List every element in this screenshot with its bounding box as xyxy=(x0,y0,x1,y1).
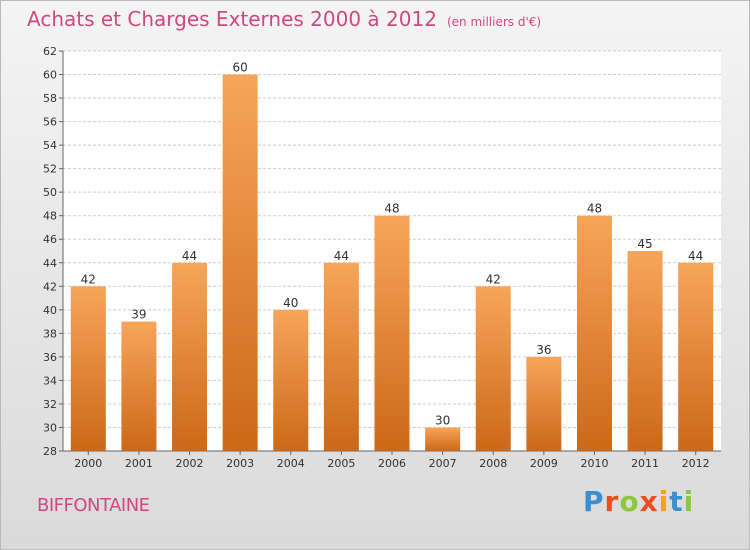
y-tick-label: 50 xyxy=(43,186,57,199)
bar-value-label: 42 xyxy=(81,272,96,286)
bar xyxy=(526,356,562,451)
logo-letter: i xyxy=(683,485,695,518)
bar xyxy=(323,262,359,451)
x-tick-label: 2002 xyxy=(176,457,204,470)
x-tick-label: 2012 xyxy=(682,457,710,470)
y-tick-label: 32 xyxy=(43,398,57,411)
y-tick-label: 40 xyxy=(43,304,57,317)
y-tick-label: 60 xyxy=(43,69,57,82)
x-tick-label: 2007 xyxy=(429,457,457,470)
y-tick-label: 52 xyxy=(43,163,57,176)
x-tick-label: 2008 xyxy=(479,457,507,470)
y-tick-label: 44 xyxy=(43,257,57,270)
logo-letter: o xyxy=(619,485,640,518)
chart-title: Achats et Charges Externes 2000 à 2012 (e… xyxy=(27,7,542,31)
bar-value-label: 45 xyxy=(637,237,652,251)
logo-letter: x xyxy=(639,485,659,518)
bar-value-label: 39 xyxy=(131,308,146,322)
y-tick-label: 34 xyxy=(43,374,57,387)
logo-letter: r xyxy=(604,485,620,518)
y-tick-label: 38 xyxy=(43,327,57,340)
x-tick-label: 2004 xyxy=(277,457,305,470)
bar xyxy=(273,309,309,451)
y-tick-label: 28 xyxy=(43,445,57,458)
x-tick-label: 2000 xyxy=(74,457,102,470)
bar xyxy=(576,215,612,451)
bar xyxy=(678,262,714,451)
chart-subtitle: (en milliers d'€) xyxy=(446,15,542,29)
bar-value-label: 48 xyxy=(587,202,602,216)
bar xyxy=(627,251,663,451)
bar-value-label: 42 xyxy=(486,272,501,286)
bar-value-label: 30 xyxy=(435,413,450,427)
bar xyxy=(425,427,461,451)
bar xyxy=(70,286,106,451)
x-tick-label: 2003 xyxy=(226,457,254,470)
bar-value-label: 40 xyxy=(283,296,298,310)
y-tick-label: 46 xyxy=(43,233,57,246)
y-tick-label: 56 xyxy=(43,116,57,129)
bar xyxy=(475,286,511,451)
y-tick-label: 58 xyxy=(43,92,57,105)
x-tick-label: 2001 xyxy=(125,457,153,470)
bar-value-label: 36 xyxy=(536,343,551,357)
bar-value-label: 44 xyxy=(334,249,349,263)
logo-letter: t xyxy=(669,485,684,518)
logo-letter: P xyxy=(583,485,605,518)
y-tick-label: 48 xyxy=(43,210,57,223)
x-tick-label: 2011 xyxy=(631,457,659,470)
x-tick-label: 2006 xyxy=(378,457,406,470)
bar xyxy=(172,262,208,451)
bar xyxy=(222,74,258,451)
bar xyxy=(374,215,410,451)
bar-value-label: 44 xyxy=(688,249,703,263)
x-tick-label: 2005 xyxy=(327,457,355,470)
proxiti-logo: Proxiti xyxy=(583,485,694,518)
y-tick-label: 36 xyxy=(43,351,57,364)
y-tick-label: 62 xyxy=(43,45,57,58)
bar-value-label: 60 xyxy=(233,61,248,75)
y-tick-label: 30 xyxy=(43,421,57,434)
x-tick-label: 2009 xyxy=(530,457,558,470)
logo-letter: i xyxy=(658,485,670,518)
y-tick-label: 42 xyxy=(43,280,57,293)
bar-value-label: 44 xyxy=(182,249,197,263)
y-tick-label: 54 xyxy=(43,139,57,152)
bar-value-label: 48 xyxy=(384,202,399,216)
bar xyxy=(121,321,157,451)
x-tick-label: 2010 xyxy=(580,457,608,470)
commune-name: BIFFONTAINE xyxy=(37,495,150,516)
